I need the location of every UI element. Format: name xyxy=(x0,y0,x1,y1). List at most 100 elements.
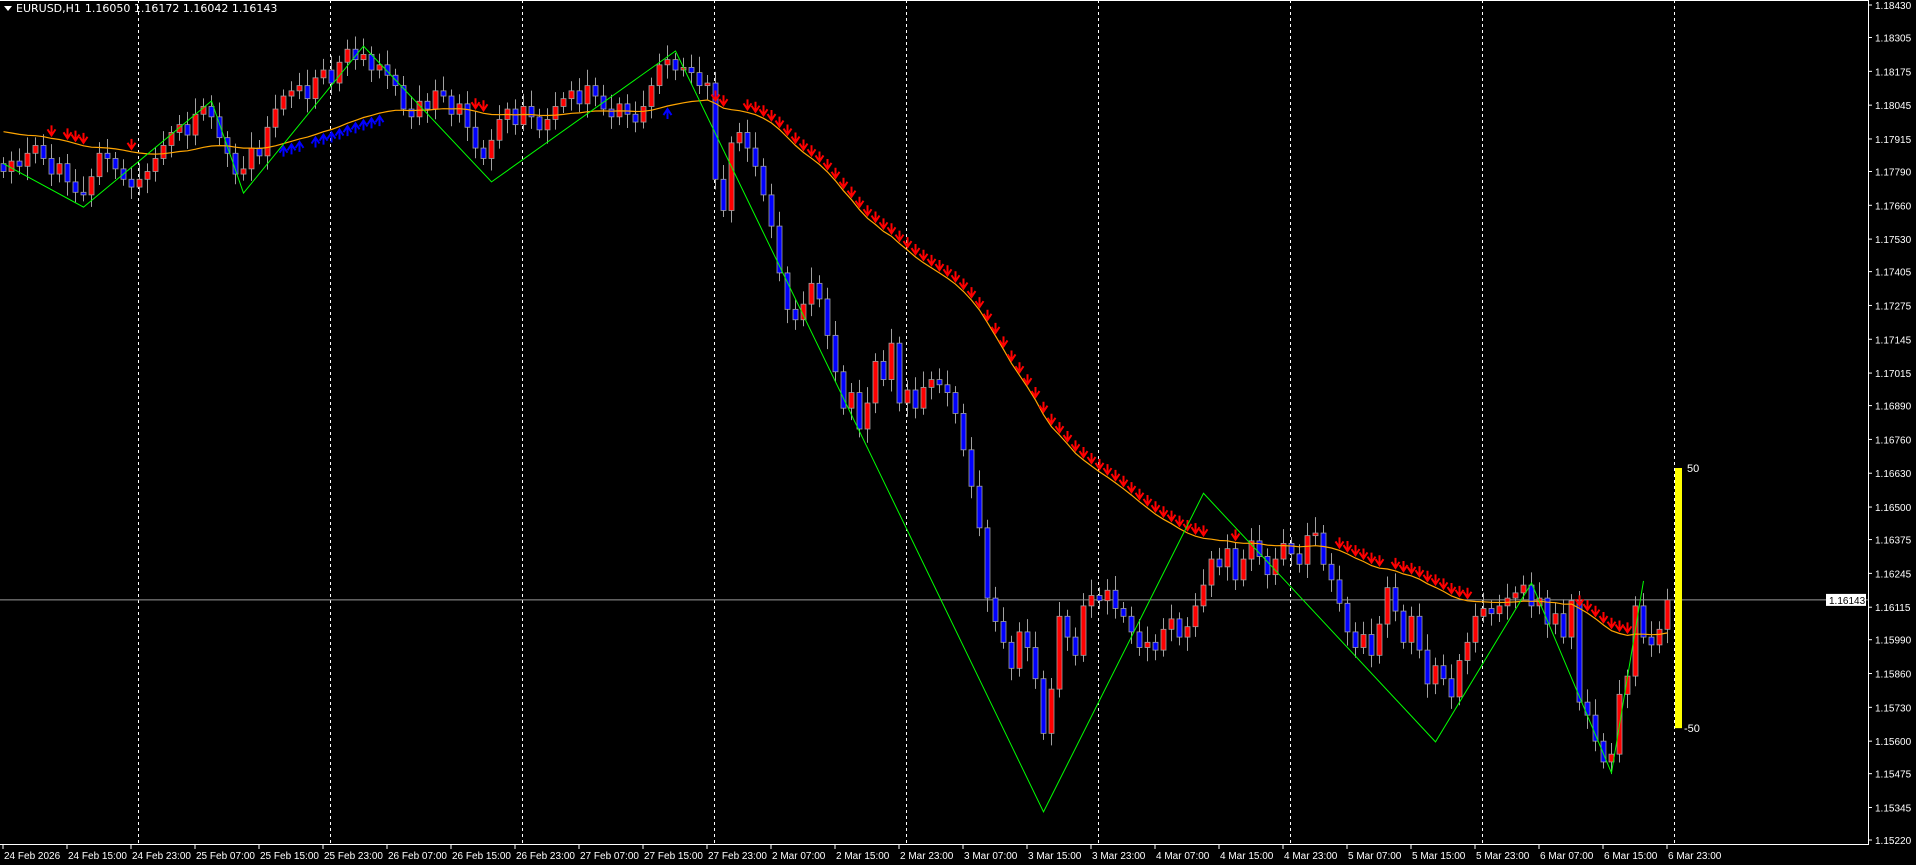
time-axis[interactable]: 24 Feb 2026 24 Feb 15:00 24 Feb 23:00 25 Fe… xyxy=(2,844,1722,862)
price-tick-label: 1.17790 xyxy=(1875,167,1912,178)
candle xyxy=(584,69,591,118)
candle xyxy=(80,176,87,202)
price-tick-label: 1.15220 xyxy=(1875,836,1912,847)
price-tick-label: 1.16375 xyxy=(1875,536,1912,547)
candle-body xyxy=(1192,605,1199,628)
down-arrow-icon xyxy=(46,125,57,138)
candle-body xyxy=(816,282,823,300)
down-arrow-icon xyxy=(742,99,753,112)
candle-body xyxy=(1080,605,1087,656)
candle-body xyxy=(160,145,167,159)
time-tick-label: 27 Feb 23:00 xyxy=(708,851,767,862)
candle xyxy=(648,77,655,119)
candle-body xyxy=(912,389,919,409)
candle xyxy=(1552,602,1559,635)
candle-body xyxy=(208,106,215,118)
trend-arrows xyxy=(46,90,1633,635)
candle-body xyxy=(1128,615,1135,633)
price-tick-label: 1.18430 xyxy=(1875,1,1912,12)
candle-body xyxy=(584,85,591,105)
candle-body xyxy=(272,108,279,128)
down-arrow-icon xyxy=(1038,401,1049,414)
time-tick-label: 2 Mar 15:00 xyxy=(836,851,890,862)
candle xyxy=(1256,524,1263,565)
candle xyxy=(1248,528,1255,572)
candle-body xyxy=(416,100,423,118)
time-tick-label: 25 Feb 15:00 xyxy=(260,851,319,862)
down-arrow-icon xyxy=(710,90,721,103)
candle-body xyxy=(304,85,311,100)
up-arrow-icon xyxy=(374,114,385,127)
candle-body xyxy=(1008,641,1015,669)
up-arrow-icon xyxy=(286,142,297,155)
candle-body xyxy=(312,77,319,100)
candle xyxy=(1472,603,1479,653)
candle xyxy=(368,46,375,82)
candle-body xyxy=(528,106,535,118)
down-arrow-icon xyxy=(1118,475,1129,488)
candle-body xyxy=(384,64,391,76)
candle xyxy=(992,586,999,632)
candle xyxy=(1376,616,1383,664)
candle-body xyxy=(608,108,615,118)
candle-body xyxy=(240,168,247,175)
candle xyxy=(256,140,263,165)
candle xyxy=(488,129,495,171)
candle-body xyxy=(648,85,655,107)
price-tick-label: 1.15860 xyxy=(1875,670,1912,681)
candle-body xyxy=(432,90,439,110)
down-arrow-icon xyxy=(998,336,1009,349)
candle xyxy=(496,105,503,149)
down-arrow-icon xyxy=(862,205,873,218)
candle-body xyxy=(0,163,7,172)
candle xyxy=(632,101,639,133)
price-tick-label: 1.16245 xyxy=(1875,569,1912,580)
candle-body xyxy=(344,48,351,63)
candle-body xyxy=(1512,592,1519,599)
candle xyxy=(112,151,119,180)
candle xyxy=(480,140,487,165)
down-arrow-icon xyxy=(846,186,857,199)
time-tick-label: 5 Mar 15:00 xyxy=(1412,851,1466,862)
candle xyxy=(1480,592,1487,623)
candle-body xyxy=(744,132,751,149)
down-arrow-icon xyxy=(1334,537,1345,550)
candle-body xyxy=(576,90,583,105)
candle-body xyxy=(80,191,87,196)
candle-body xyxy=(768,194,775,227)
candle xyxy=(1040,670,1047,740)
down-arrow-icon xyxy=(838,177,849,190)
candle-body xyxy=(928,379,935,388)
dropdown-triangle-icon[interactable] xyxy=(4,6,12,11)
candle-body xyxy=(712,82,719,180)
candle xyxy=(752,132,759,177)
price-axis[interactable]: 1.18430 1.18305 1.18175 1.18045 1.17915 1.177… xyxy=(1868,1,1912,847)
candle xyxy=(1088,579,1095,618)
candle xyxy=(1200,569,1207,613)
candle-body xyxy=(472,126,479,149)
chart-frame xyxy=(0,0,1869,845)
down-arrow-icon xyxy=(1398,561,1409,573)
candle xyxy=(784,266,791,324)
zigzag-line xyxy=(3,45,1644,814)
time-tick-label: 27 Feb 07:00 xyxy=(580,851,639,862)
candle xyxy=(544,108,551,144)
candle xyxy=(728,136,735,223)
candle-body xyxy=(1480,608,1487,617)
candle-body xyxy=(552,106,559,120)
candle-body xyxy=(464,103,471,128)
price-tick-label: 1.17145 xyxy=(1875,335,1912,346)
candle-body xyxy=(64,163,71,183)
candle-body xyxy=(24,152,31,167)
down-arrow-icon xyxy=(1590,605,1601,618)
candle-body xyxy=(1120,608,1127,617)
candle xyxy=(272,94,279,138)
candle-body xyxy=(480,147,487,159)
candle-body xyxy=(1032,647,1039,680)
candle-body xyxy=(920,386,927,409)
candle-body xyxy=(1464,641,1471,661)
candle xyxy=(448,89,455,127)
down-arrow-icon xyxy=(1414,566,1425,578)
down-arrow-icon xyxy=(926,254,937,267)
